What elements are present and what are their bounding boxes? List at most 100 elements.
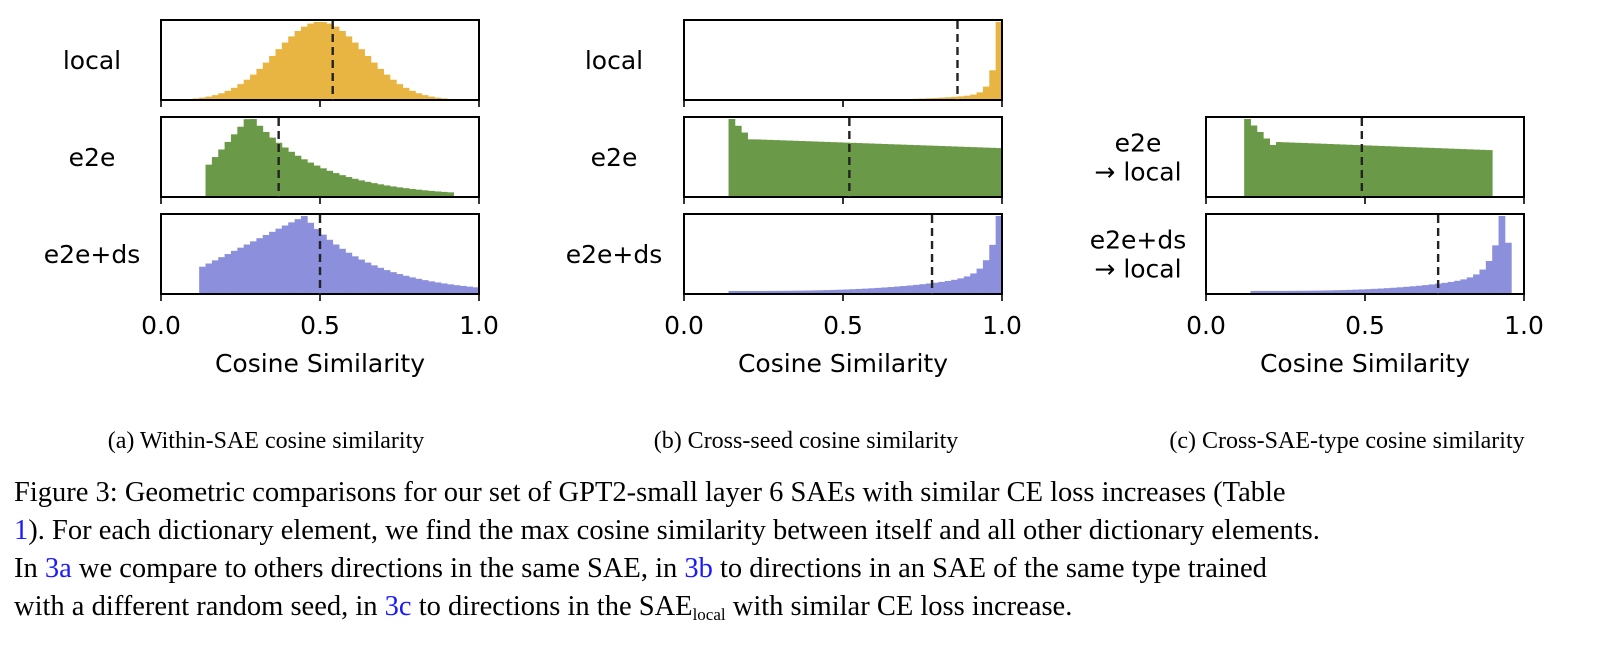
hist-bar	[773, 140, 780, 197]
hist-bar	[415, 278, 423, 294]
hist-bar	[874, 143, 882, 197]
fig-3a-link[interactable]: 3a	[44, 553, 72, 584]
hist-bar	[1409, 147, 1417, 197]
row-label: e2e+ds	[44, 240, 141, 269]
row-label: → local	[1094, 158, 1181, 187]
hist-bar	[370, 62, 378, 100]
x-tick-label: 1.0	[459, 311, 499, 340]
hist-bar	[741, 132, 748, 197]
caption-text-3a: In	[14, 553, 45, 584]
hist-bar	[855, 288, 863, 294]
hist-bar	[294, 30, 302, 101]
hist-bar	[440, 191, 448, 197]
hist-bar	[332, 26, 340, 101]
hist-bar	[224, 90, 232, 100]
x-tick-label: 0.0	[1186, 311, 1226, 340]
hist-bar	[798, 141, 806, 197]
hist-bar	[1333, 290, 1340, 294]
caption-text-4a: with a different random seed, in	[14, 591, 385, 622]
hist-bar	[887, 144, 895, 197]
caption-text-4c: with similar CE loss increase.	[725, 591, 1073, 622]
hist-bar	[1485, 260, 1493, 294]
hist-bar	[250, 241, 257, 294]
hist-bar	[1339, 290, 1347, 294]
hist-bar	[887, 287, 895, 294]
hist-bar	[1365, 145, 1372, 197]
hist-bar	[339, 30, 346, 101]
hist-bar	[1377, 288, 1385, 294]
hist-bar	[1352, 289, 1360, 294]
hist-bar	[862, 288, 869, 294]
hist-bar	[383, 270, 391, 294]
fig-3c-link[interactable]: 3c	[384, 591, 412, 622]
hist-bar	[447, 192, 454, 197]
hist-bar	[1377, 145, 1385, 197]
hist-bar	[989, 244, 997, 294]
table-1-link[interactable]: 1	[14, 515, 29, 546]
hist-bar	[1288, 142, 1296, 197]
hist-bar	[900, 144, 907, 197]
hist-bar	[294, 219, 302, 294]
hist-bar	[1466, 149, 1474, 197]
hist-bar	[358, 49, 365, 100]
hist-bar	[1428, 284, 1436, 294]
hist-bar	[1447, 281, 1455, 294]
hist-bar	[1390, 287, 1398, 294]
hist-bar	[440, 283, 448, 294]
hist-bar	[199, 97, 206, 100]
hist-bar	[874, 287, 882, 294]
hist-bar	[409, 188, 416, 197]
hist-bar	[243, 119, 251, 197]
hist-bar	[428, 281, 435, 294]
hist-bar	[313, 165, 321, 197]
hist-bar	[205, 164, 213, 197]
hist-bar	[1263, 290, 1270, 294]
fig-3b-link[interactable]: 3b	[684, 553, 713, 584]
subcaption-c: (c) Cross-SAE-type cosine similarity	[1169, 428, 1525, 454]
hist-bar	[1352, 144, 1360, 197]
hist-bar	[1301, 143, 1309, 197]
hist-bar	[275, 228, 283, 295]
hist-bar	[1473, 149, 1480, 197]
hist-bar	[262, 131, 270, 197]
hist-bar	[351, 178, 359, 197]
hist-bar	[205, 263, 213, 294]
hist-bar	[300, 26, 308, 101]
hist-bar	[396, 274, 404, 294]
hist-bar	[1460, 149, 1468, 197]
hist-bar	[224, 254, 232, 294]
hist-bar	[237, 247, 245, 294]
hist-bar	[1473, 274, 1480, 294]
hist-bar	[760, 290, 768, 294]
hist-bar	[428, 96, 435, 100]
hist-bar	[332, 173, 340, 197]
hist-bar	[798, 290, 806, 294]
figure-caption: Figure 3: Geometric comparisons for our …	[14, 474, 1606, 634]
hist-bar	[256, 125, 264, 197]
hist-bar	[1314, 143, 1321, 197]
hist-bar	[989, 147, 997, 197]
x-tick-label: 0.5	[823, 311, 863, 340]
hist-bar	[428, 190, 435, 197]
hist-bar	[472, 287, 480, 294]
hist-bar	[421, 280, 429, 294]
row-label: e2e	[69, 143, 116, 172]
hist-bar	[1358, 289, 1366, 294]
hist-bar	[804, 290, 812, 294]
hist-bar	[1479, 149, 1487, 197]
hist-bar	[932, 282, 939, 294]
hist-bar	[237, 126, 245, 197]
hist-bar	[281, 42, 289, 100]
hist-bar	[199, 266, 206, 294]
hist-bar	[383, 185, 391, 197]
hist-bar	[434, 282, 442, 294]
hist-bar	[1326, 144, 1334, 197]
hist-bar	[205, 96, 213, 100]
hist-bar	[351, 256, 359, 294]
hist-bar	[817, 290, 825, 294]
hist-bar	[760, 139, 768, 197]
hist-bar	[1250, 290, 1258, 294]
figure-svg: local e2e e2e+ds 0.0 0.5 1.0 Cosine Similarity…	[44, 19, 1544, 378]
hist-bar	[1384, 288, 1391, 294]
subcaption-b: (b) Cross-seed cosine similarity	[653, 428, 959, 454]
